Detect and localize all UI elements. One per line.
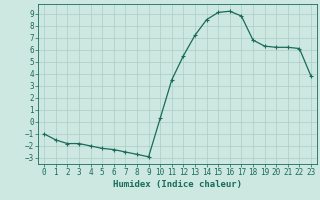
X-axis label: Humidex (Indice chaleur): Humidex (Indice chaleur) bbox=[113, 180, 242, 189]
